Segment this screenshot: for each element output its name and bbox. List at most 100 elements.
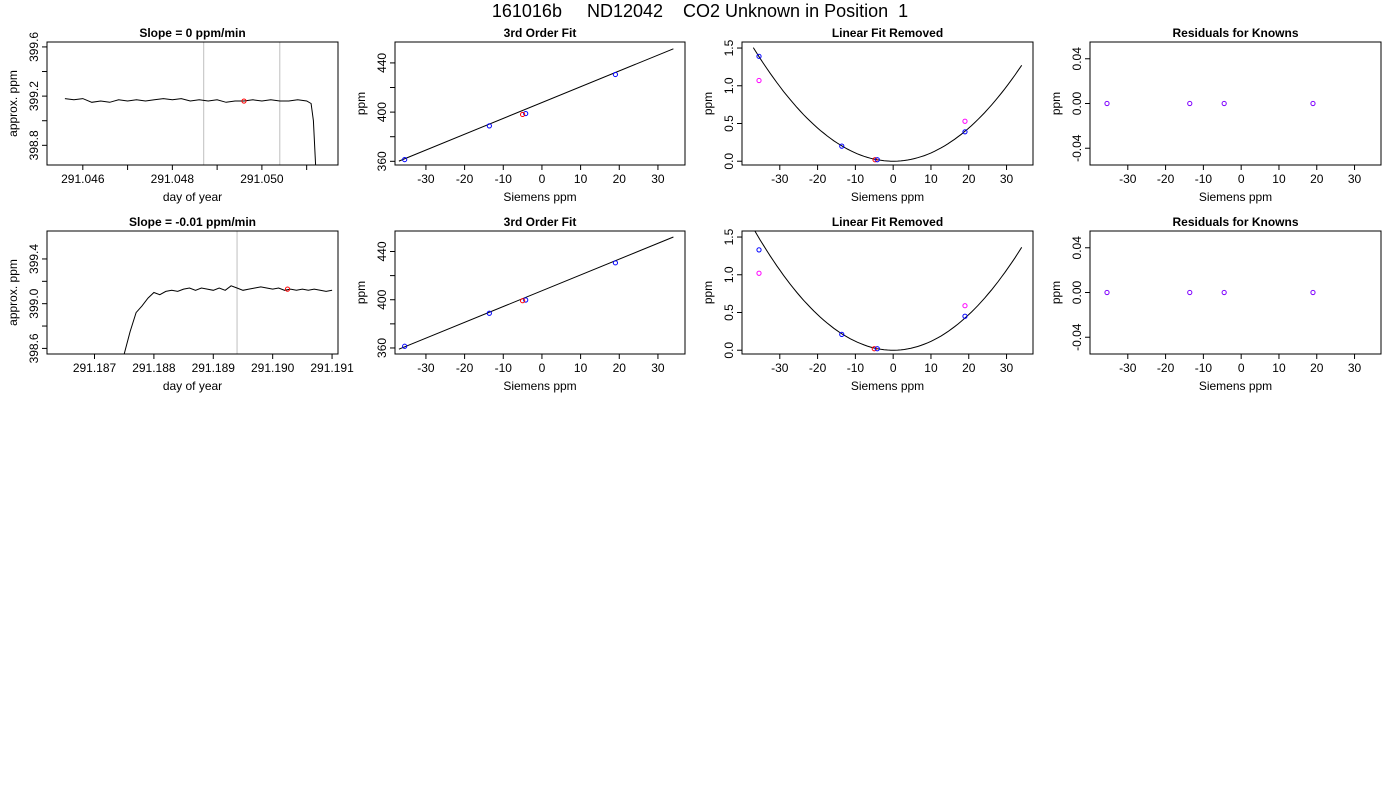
x-tick-label: -30 <box>771 172 789 186</box>
chart-panel: Residuals for Knowns -30 -20 -10 0 10 20 30 Siem… <box>1049 215 1382 393</box>
x-tick-label: 0 <box>1238 361 1245 375</box>
chart-title: Residuals for Knowns <box>1172 215 1298 229</box>
fit-curve <box>754 231 1023 351</box>
x-tick-label: 20 <box>613 172 627 186</box>
x-tick-label: 291.050 <box>240 172 284 186</box>
x-tick-label: 291.048 <box>151 172 195 186</box>
x-tick-label: -10 <box>1195 172 1213 186</box>
data-point <box>486 123 492 129</box>
x-tick-label: 30 <box>651 361 665 375</box>
series-line <box>123 285 333 354</box>
data-point <box>402 156 408 163</box>
y-tick-label: 399.2 <box>27 81 41 111</box>
data-point <box>962 303 968 309</box>
y-tick-label: 0.5 <box>722 304 736 321</box>
y-tick-label: 0.04 <box>1070 47 1084 71</box>
x-tick-label: -30 <box>771 361 789 375</box>
x-tick-label: -10 <box>847 361 865 375</box>
data-point <box>872 157 878 163</box>
y-tick-label: 440 <box>375 241 389 261</box>
x-axis-label: day of year <box>163 379 222 393</box>
data-point <box>1221 289 1227 296</box>
x-tick-label: 10 <box>574 361 588 375</box>
y-tick-label: 399.4 <box>27 244 41 274</box>
data-point <box>756 77 762 84</box>
x-tick-label: 291.191 <box>310 361 354 375</box>
x-tick-label: 291.189 <box>192 361 236 375</box>
y-tick-label: 0.0 <box>722 342 736 359</box>
data-point <box>523 297 529 303</box>
data-point <box>874 157 880 163</box>
data-point <box>756 247 762 253</box>
chart-panel: Linear Fit Removed -30 -20 -10 0 10 20 30 Siemen… <box>701 26 1034 204</box>
x-tick-label: 0 <box>539 172 546 186</box>
y-axis-label: approx. ppm <box>6 259 20 326</box>
fit-curve <box>752 47 1023 162</box>
x-tick-label: 291.190 <box>251 361 295 375</box>
y-tick-label: 0.5 <box>722 115 736 132</box>
x-axis-label: day of year <box>163 190 222 204</box>
x-tick-label: -30 <box>1119 172 1137 186</box>
x-tick-label: -30 <box>417 172 435 186</box>
x-tick-label: -20 <box>1157 172 1175 186</box>
x-tick-label: 10 <box>924 361 938 375</box>
data-point <box>871 346 877 352</box>
data-point <box>402 343 408 349</box>
chart-panel: Residuals for Knowns -30 -20 -10 0 10 20 30 Siem… <box>1049 26 1382 204</box>
x-tick-label: 30 <box>1348 172 1362 186</box>
x-tick-label: -20 <box>809 361 827 375</box>
x-tick-label: -20 <box>1157 361 1175 375</box>
chart-panel: Slope = -0.01 ppm/min 291.187 291.188 291.1… <box>6 215 354 393</box>
x-tick-label: -30 <box>1119 361 1137 375</box>
data-point <box>520 298 526 304</box>
y-axis-label: ppm <box>1049 92 1063 115</box>
x-axis-label: Siemens ppm <box>1199 190 1272 204</box>
y-tick-label: 0.04 <box>1070 236 1084 260</box>
data-point <box>486 310 492 316</box>
y-tick-label: 0.0 <box>722 153 736 170</box>
x-tick-label: -10 <box>847 172 865 186</box>
y-tick-label: 0.00 <box>1070 280 1084 304</box>
x-tick-label: 20 <box>1310 361 1324 375</box>
y-axis-label: ppm <box>354 92 368 115</box>
data-point <box>523 110 529 117</box>
series-line <box>64 98 317 165</box>
x-tick-label: 20 <box>962 361 976 375</box>
y-axis-label: ppm <box>1049 281 1063 304</box>
chart-panel: Linear Fit Removed -30 -20 -10 0 10 20 30 Siemen… <box>701 215 1034 393</box>
y-axis-label: ppm <box>354 281 368 304</box>
y-tick-label: 360 <box>375 151 389 171</box>
y-tick-label: 398.8 <box>27 130 41 160</box>
plot-frame <box>394 230 686 355</box>
y-tick-label: 399.6 <box>27 32 41 62</box>
chart-panel: Slope = 0 ppm/min 291.046 291.048 291.050 da… <box>6 26 339 204</box>
y-axis-label: ppm <box>701 281 715 304</box>
data-point <box>1104 100 1110 107</box>
y-tick-label: 440 <box>375 53 389 73</box>
data-point <box>839 331 845 337</box>
x-tick-label: 30 <box>1348 361 1362 375</box>
data-point <box>241 98 247 104</box>
chart-title: Linear Fit Removed <box>832 215 943 229</box>
fit-line <box>398 236 674 350</box>
x-tick-label: 20 <box>1310 172 1324 186</box>
x-axis-label: Siemens ppm <box>851 379 924 393</box>
x-tick-label: 30 <box>1000 172 1014 186</box>
x-axis-label: Siemens ppm <box>503 190 576 204</box>
y-axis-label: ppm <box>701 92 715 115</box>
x-tick-label: 0 <box>890 361 897 375</box>
x-tick-label: 30 <box>1000 361 1014 375</box>
x-tick-label: -20 <box>456 172 474 186</box>
y-tick-label: 399.0 <box>27 288 41 318</box>
x-tick-label: 291.046 <box>61 172 105 186</box>
y-tick-label: 400 <box>375 102 389 122</box>
x-tick-label: 10 <box>1272 361 1286 375</box>
x-tick-label: 30 <box>651 172 665 186</box>
data-point <box>1187 100 1193 107</box>
y-tick-label: 1.0 <box>722 266 736 283</box>
x-axis-label: Siemens ppm <box>1199 379 1272 393</box>
page-title: 161016b ND12042 CO2 Unknown in Position … <box>491 1 909 21</box>
data-point <box>962 118 968 124</box>
x-tick-label: -30 <box>417 361 435 375</box>
